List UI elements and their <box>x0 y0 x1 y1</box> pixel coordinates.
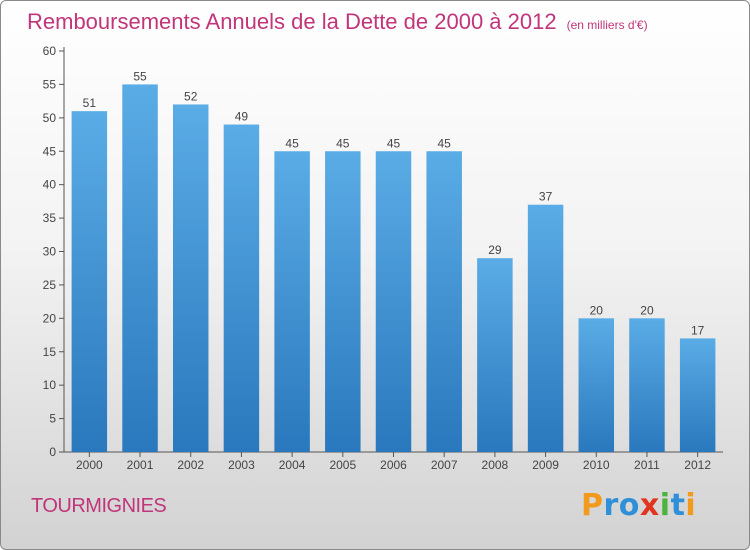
x-tick-label-2009: 2009 <box>532 458 559 472</box>
logo-letter: x <box>639 488 660 523</box>
chart-subtitle: (en milliers d'€) <box>566 18 648 32</box>
y-tick-label: 15 <box>43 345 57 359</box>
y-tick-label: 10 <box>43 378 57 392</box>
labels: 51 2000 55 2001 52 2002 49 2003 45 2004 45 2005 45 20… <box>76 69 711 472</box>
chart-title: Remboursements Annuels de la Dette de 20… <box>27 9 648 35</box>
bar-2007 <box>426 151 462 452</box>
logo-letter: t <box>670 488 686 523</box>
y-tick-label: 35 <box>43 211 57 225</box>
y-tick-label: 25 <box>43 278 57 292</box>
value-label-2007: 45 <box>438 136 452 150</box>
bar-2001 <box>122 84 158 453</box>
bar-2010 <box>578 318 615 452</box>
bar-2006 <box>375 151 412 452</box>
bar-2002 <box>172 104 209 452</box>
bar-2000 <box>71 111 108 453</box>
chart-title-text: Remboursements Annuels de la Dette de 20… <box>27 9 557 34</box>
y-tick-label: 55 <box>43 77 57 91</box>
bar-2011 <box>629 318 665 452</box>
value-label-2010: 20 <box>590 303 604 317</box>
axes: 0 5 10 15 20 25 30 35 40 45 50 55 60 <box>43 44 723 459</box>
x-tick-label-2002: 2002 <box>177 458 204 472</box>
location-name: TOURMIGNIES <box>31 495 167 517</box>
value-label-2000: 51 <box>83 96 97 110</box>
x-tick-label-2008: 2008 <box>482 458 509 472</box>
proxiti-logo: Proxiti <box>581 488 696 523</box>
y-tick-label: 5 <box>49 412 56 426</box>
bar-2005 <box>325 151 361 452</box>
x-tick-label-2011: 2011 <box>634 458 660 472</box>
logo-letter: i <box>685 488 697 523</box>
y-tick-label: 60 <box>43 44 57 58</box>
value-label-2003: 49 <box>235 110 249 124</box>
logo-letter: r <box>603 488 619 523</box>
y-tick-label: 40 <box>43 178 57 192</box>
y-tick-label: 30 <box>43 245 57 259</box>
value-label-2012: 17 <box>691 323 705 337</box>
x-tick-label-2010: 2010 <box>583 458 610 472</box>
y-tick-label: 50 <box>43 111 57 125</box>
bar-2004 <box>274 151 310 452</box>
value-label-2002: 52 <box>184 89 198 103</box>
bar-2008 <box>477 258 513 452</box>
x-tick-label-2003: 2003 <box>228 458 255 472</box>
value-label-2008: 29 <box>488 243 502 257</box>
bars <box>71 84 716 453</box>
y-tick-label: 20 <box>43 311 57 325</box>
bar-2012 <box>679 338 716 452</box>
x-tick-label-2012: 2012 <box>684 458 711 472</box>
y-tick-label: 0 <box>49 445 56 459</box>
bar-2003 <box>223 124 260 453</box>
value-label-2009: 37 <box>539 190 553 204</box>
x-tick-label-2001: 2001 <box>127 458 154 472</box>
x-tick-label-2005: 2005 <box>329 458 356 472</box>
value-label-2005: 45 <box>336 136 350 150</box>
logo-letter: o <box>618 488 640 523</box>
logo-letter: P <box>581 488 604 523</box>
x-tick-label-2006: 2006 <box>380 458 407 472</box>
logo-letter: i <box>659 488 671 523</box>
x-tick-label-2007: 2007 <box>431 458 458 472</box>
value-label-2004: 45 <box>285 136 299 150</box>
x-tick-label-2004: 2004 <box>279 458 306 472</box>
value-label-2001: 55 <box>133 69 147 83</box>
bar-2009 <box>527 204 564 452</box>
value-label-2006: 45 <box>387 136 401 150</box>
value-label-2011: 20 <box>640 303 654 317</box>
y-tick-label: 45 <box>43 144 57 158</box>
x-tick-label-2000: 2000 <box>76 458 103 472</box>
